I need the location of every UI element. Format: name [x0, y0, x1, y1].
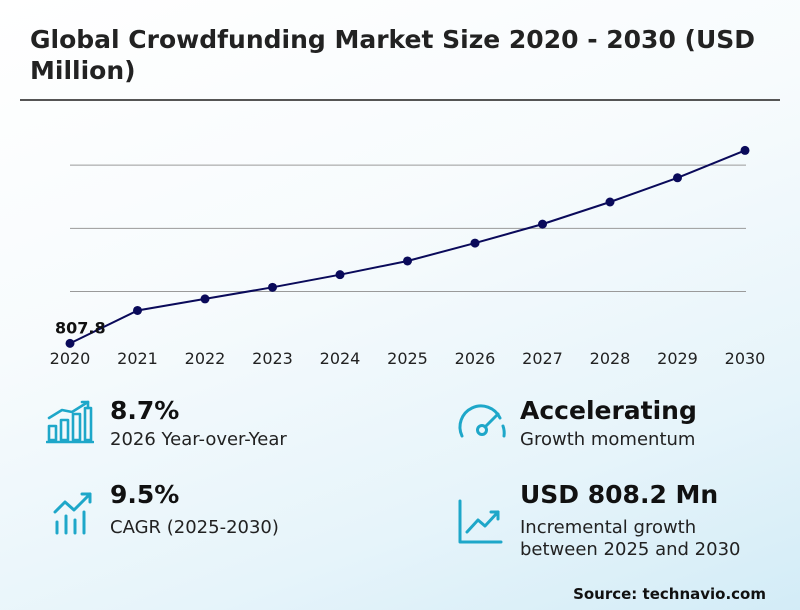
stat-cagr-value: 9.5%	[110, 480, 180, 509]
data-point-2024	[335, 270, 345, 280]
x-tick-label-2030: 2030	[725, 349, 766, 368]
bar-growth-icon	[46, 400, 94, 444]
data-point-2029	[673, 173, 682, 183]
chart-title: Global Crowdfunding Market Size 2020 - 2…	[30, 25, 756, 85]
x-tick-label-2027: 2027	[522, 349, 563, 368]
data-label-0: 807.8	[55, 318, 106, 337]
data-point-2027	[538, 219, 547, 229]
line-chart: 2020 2021 2022 2023 2024 2025 2026 2027 2028 2029…	[50, 145, 766, 368]
gauge-icon	[458, 404, 506, 438]
stat-yoy-desc: 2026 Year-over-Year	[110, 429, 287, 450]
data-point-2022	[200, 294, 210, 304]
trend-bars-icon	[53, 492, 92, 535]
x-tick-label-2023: 2023	[252, 349, 293, 368]
data-point-2026	[470, 238, 480, 248]
data-point-2030	[740, 145, 750, 155]
x-tick-label-2025: 2025	[387, 349, 428, 368]
data-point-2028	[605, 197, 615, 207]
x-tick-label-2029: 2029	[657, 349, 698, 368]
data-point-2025	[403, 256, 412, 266]
series-line	[69, 149, 746, 345]
x-tick-label-2026: 2026	[455, 349, 496, 368]
x-tick-label-2022: 2022	[185, 349, 226, 368]
data-point-2020	[65, 338, 75, 348]
x-tick-label-2028: 2028	[590, 349, 631, 368]
stat-incremental-desc-line1: Incremental growth	[520, 517, 697, 538]
x-tick-label-2020: 2020	[50, 349, 91, 368]
trend-chart-icon	[458, 499, 503, 544]
stat-momentum-value: Accelerating	[520, 396, 697, 425]
stat-incremental-desc-line2: between 2025 and 2030	[520, 539, 741, 560]
x-tick-label-2024: 2024	[320, 349, 361, 368]
source-credit: Source: technavio.com	[573, 585, 766, 603]
data-point-2023	[268, 282, 277, 292]
stat-momentum-desc: Growth momentum	[520, 429, 696, 450]
x-tick-label-2021: 2021	[117, 349, 158, 368]
data-point-2021	[133, 305, 142, 315]
stat-yoy-value: 8.7%	[110, 396, 180, 425]
title-divider	[20, 99, 780, 101]
stat-incremental-value: USD 808.2 Mn	[520, 480, 719, 509]
stat-cagr-desc: CAGR (2025-2030)	[110, 517, 279, 538]
